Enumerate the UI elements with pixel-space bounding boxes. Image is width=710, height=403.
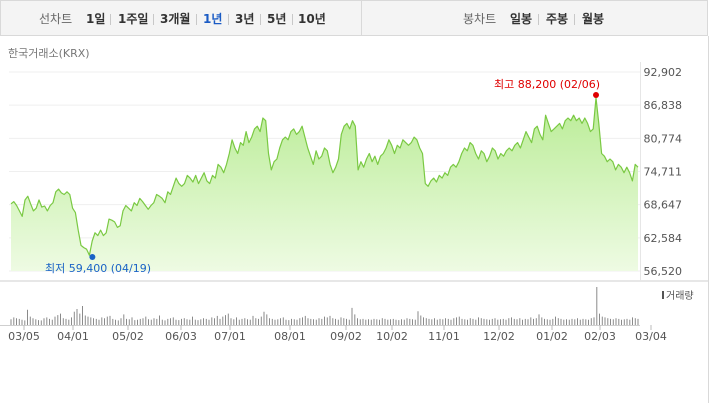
y-tick-label: 86,838 — [644, 99, 683, 112]
x-tick-label: 12/02 — [483, 330, 515, 343]
chart-period-tabbar: 선차트 1일 1주일 3개월 1년 3년 5년 10년 봉차트 일봉 주봉 월봉 — [0, 0, 708, 36]
x-tick-label: 04/01 — [57, 330, 89, 343]
tab-daily-candle[interactable]: 일봉 — [510, 12, 533, 26]
y-tick-label: 92,902 — [644, 66, 683, 79]
x-tick-label: 03/04 — [635, 330, 667, 343]
tab-3-years[interactable]: 3년 — [235, 12, 255, 26]
y-tick-label: 68,647 — [644, 199, 683, 212]
x-tick-label: 10/02 — [376, 330, 408, 343]
tab-separator — [196, 14, 197, 25]
high-point-label: 최고 88,200 (02/06) — [494, 78, 600, 91]
volume-legend-label: 거래량 — [666, 290, 694, 302]
data-source-label: 한국거래소(KRX) — [8, 47, 90, 60]
x-tick-label: 01/02 — [536, 330, 568, 343]
tab-1-year[interactable]: 1년 — [203, 12, 223, 26]
tab-1-day[interactable]: 1일 — [86, 12, 106, 26]
y-tick-label: 56,520 — [644, 265, 683, 278]
x-tick-label: 03/05 — [8, 330, 40, 343]
x-tick-label: 09/02 — [330, 330, 362, 343]
price-area-fill — [11, 97, 638, 271]
x-tick-label: 11/01 — [428, 330, 460, 343]
tab-separator — [153, 14, 154, 25]
tab-separator — [228, 14, 229, 25]
tab-separator — [260, 14, 261, 25]
tab-monthly-candle[interactable]: 월봉 — [582, 12, 605, 26]
tab-weekly-candle[interactable]: 주봉 — [546, 12, 569, 26]
tab-5-years[interactable]: 5년 — [267, 12, 287, 26]
x-tick-label: 05/02 — [112, 330, 144, 343]
x-tick-label: 07/01 — [214, 330, 246, 343]
x-tick-label: 06/03 — [165, 330, 197, 343]
high-point-marker — [593, 92, 600, 98]
tab-10-years[interactable]: 10년 — [298, 12, 326, 26]
price-line — [10, 97, 639, 256]
line-chart-label: 선차트 — [39, 12, 73, 26]
low-point-label: 최저 59,400 (04/19) — [45, 262, 151, 275]
tab-separator — [110, 14, 111, 25]
low-point-marker — [89, 254, 96, 260]
y-tick-label: 74,711 — [644, 166, 683, 179]
volume-legend-icon — [662, 291, 664, 299]
tab-separator — [538, 14, 539, 25]
x-tick-label: 08/01 — [274, 330, 306, 343]
y-tick-label: 62,584 — [644, 232, 683, 245]
candle-chart-label: 봉차트 — [463, 12, 497, 26]
tabbar-divider — [361, 1, 362, 35]
y-tick-label: 80,774 — [644, 132, 683, 145]
tab-3-months[interactable]: 3개월 — [160, 12, 191, 26]
tab-separator — [292, 14, 293, 25]
x-tick-label: 02/03 — [584, 330, 616, 343]
tab-1-week[interactable]: 1주일 — [118, 12, 149, 26]
tab-separator — [574, 14, 575, 25]
